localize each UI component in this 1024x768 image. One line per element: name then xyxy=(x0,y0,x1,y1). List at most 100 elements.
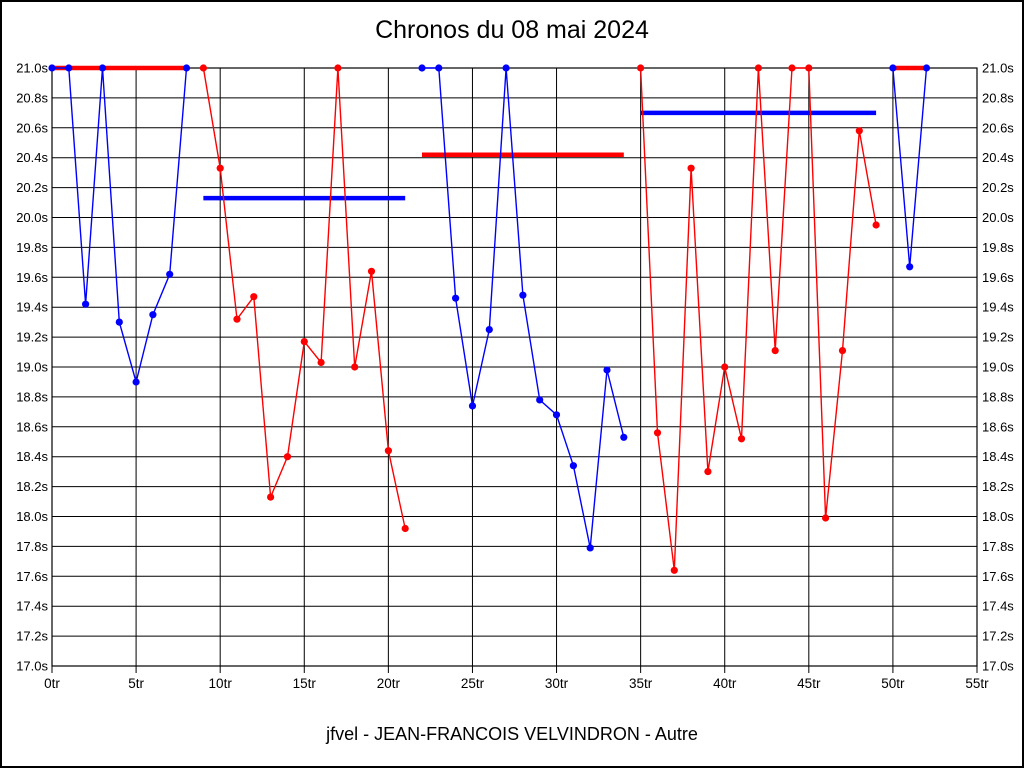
y-axis-tick-label-right: 17.6s xyxy=(982,569,1014,584)
y-axis-tick-label-right: 20.8s xyxy=(982,90,1014,105)
data-point-session-3 xyxy=(569,462,578,470)
y-axis-tick-label-left: 19.4s xyxy=(16,300,48,315)
data-point-session-5 xyxy=(889,64,897,72)
data-point-session-5 xyxy=(922,64,931,72)
y-axis-tick-label-right: 21.0s xyxy=(982,61,1014,76)
data-point-session-5 xyxy=(906,263,914,271)
data-point-session-1 xyxy=(82,300,90,308)
data-point-session-4 xyxy=(788,64,796,72)
y-axis-tick-label-right: 18.8s xyxy=(982,389,1014,404)
data-point-session-4 xyxy=(721,363,729,371)
data-point-session-2 xyxy=(317,358,325,367)
y-axis-tick-label-left: 17.4s xyxy=(16,599,48,614)
data-point-session-2 xyxy=(267,493,275,501)
x-axis-tick-label: 0tr xyxy=(44,676,60,691)
data-point-session-4 xyxy=(637,64,645,72)
data-point-session-3 xyxy=(502,64,510,72)
y-axis-tick-label-left: 17.6s xyxy=(16,569,48,584)
y-axis-tick-label-right: 19.6s xyxy=(982,270,1014,285)
data-point-session-1 xyxy=(48,64,56,72)
y-axis-tick-label-right: 19.0s xyxy=(982,360,1014,375)
data-point-session-4 xyxy=(771,347,779,355)
data-point-session-3 xyxy=(519,291,527,299)
data-point-session-4 xyxy=(838,347,847,355)
lap-line-session-3 xyxy=(422,67,625,549)
y-axis-tick-label-right: 20.4s xyxy=(982,150,1014,165)
data-point-session-3 xyxy=(452,294,460,302)
y-axis-tick-label-right: 18.4s xyxy=(982,449,1014,464)
y-axis-tick-label-left: 17.0s xyxy=(16,659,48,674)
data-point-session-2 xyxy=(300,338,308,346)
x-axis-tick-label: 5tr xyxy=(128,676,144,691)
y-axis-tick-label-left: 20.8s xyxy=(16,90,48,105)
data-point-session-1 xyxy=(65,64,73,72)
data-point-session-3 xyxy=(418,64,426,72)
y-axis-tick-label-left: 19.8s xyxy=(16,240,48,255)
lap-line-session-1 xyxy=(52,67,188,385)
data-point-session-1 xyxy=(182,64,191,72)
data-point-session-4 xyxy=(653,429,662,437)
y-axis-tick-label-right: 18.6s xyxy=(982,419,1014,434)
y-axis-tick-label-left: 18.8s xyxy=(16,389,48,404)
x-axis-tick-label: 35tr xyxy=(629,676,653,691)
y-axis-tick-label-right: 20.6s xyxy=(982,120,1014,135)
data-point-session-4 xyxy=(822,514,830,522)
x-axis-tick-label: 30tr xyxy=(545,676,569,691)
data-point-session-2 xyxy=(367,267,376,275)
y-axis-tick-label-right: 19.4s xyxy=(982,300,1014,315)
y-axis-tick-label-left: 20.0s xyxy=(16,210,48,225)
y-axis-tick-label-left: 20.4s xyxy=(16,150,48,165)
y-axis-tick-label-left: 19.0s xyxy=(16,360,48,375)
y-axis-tick-label-right: 17.4s xyxy=(982,599,1014,614)
data-point-session-3 xyxy=(552,411,561,419)
data-point-session-3 xyxy=(620,433,628,441)
data-point-session-4 xyxy=(737,435,746,443)
y-axis-tick-label-left: 17.8s xyxy=(16,539,48,554)
y-axis-tick-label-left: 18.0s xyxy=(16,509,48,524)
data-point-session-3 xyxy=(468,402,477,410)
data-point-session-2 xyxy=(283,453,292,461)
data-point-session-4 xyxy=(670,566,678,574)
y-axis-tick-label-left: 18.2s xyxy=(16,479,48,494)
x-axis-tick-label: 40tr xyxy=(713,676,737,691)
y-axis-tick-label-left: 17.2s xyxy=(16,629,48,644)
y-axis-tick-label-right: 20.0s xyxy=(982,210,1014,225)
data-point-session-3 xyxy=(603,366,611,374)
data-point-session-2 xyxy=(351,363,359,371)
y-axis-tick-label-right: 18.0s xyxy=(982,509,1014,524)
y-axis-tick-label-right: 17.0s xyxy=(982,659,1014,674)
data-point-session-4 xyxy=(805,64,813,72)
data-point-session-2 xyxy=(334,64,342,72)
data-point-session-4 xyxy=(872,221,880,229)
data-point-session-2 xyxy=(250,293,258,301)
data-point-session-2 xyxy=(216,164,224,172)
y-axis-tick-label-right: 18.2s xyxy=(982,479,1014,494)
lap-line-session-4 xyxy=(639,67,877,571)
data-point-session-1 xyxy=(149,311,157,319)
y-axis-tick-label-left: 19.2s xyxy=(16,330,48,345)
y-axis-tick-label-left: 20.6s xyxy=(16,120,48,135)
data-point-session-3 xyxy=(536,396,544,404)
y-axis-tick-label-right: 17.8s xyxy=(982,539,1014,554)
y-axis-tick-label-left: 18.4s xyxy=(16,449,48,464)
data-point-session-1 xyxy=(98,64,107,72)
chart-title: Chronos du 08 mai 2024 xyxy=(375,16,649,44)
plot-frame xyxy=(51,67,978,667)
data-point-session-4 xyxy=(855,127,863,135)
x-axis-tick-label: 10tr xyxy=(209,676,233,691)
data-point-session-3 xyxy=(586,544,594,552)
y-axis-tick-label-right: 19.2s xyxy=(982,330,1014,345)
data-point-session-1 xyxy=(166,270,174,278)
data-point-session-3 xyxy=(435,64,443,72)
data-point-session-4 xyxy=(704,468,712,476)
y-axis-tick-label-right: 17.2s xyxy=(982,629,1014,644)
data-point-session-2 xyxy=(233,315,241,323)
y-axis-tick-label-left: 19.6s xyxy=(16,270,48,285)
data-point-session-2 xyxy=(401,524,409,533)
x-axis-tick-label: 50tr xyxy=(881,676,905,691)
data-point-session-1 xyxy=(115,318,123,326)
x-axis-tick-label: 15tr xyxy=(293,676,317,691)
chart-footer: jfvel - JEAN-FRANCOIS VELVINDRON - Autre xyxy=(326,724,698,744)
x-axis-tick-label: 25tr xyxy=(461,676,485,691)
